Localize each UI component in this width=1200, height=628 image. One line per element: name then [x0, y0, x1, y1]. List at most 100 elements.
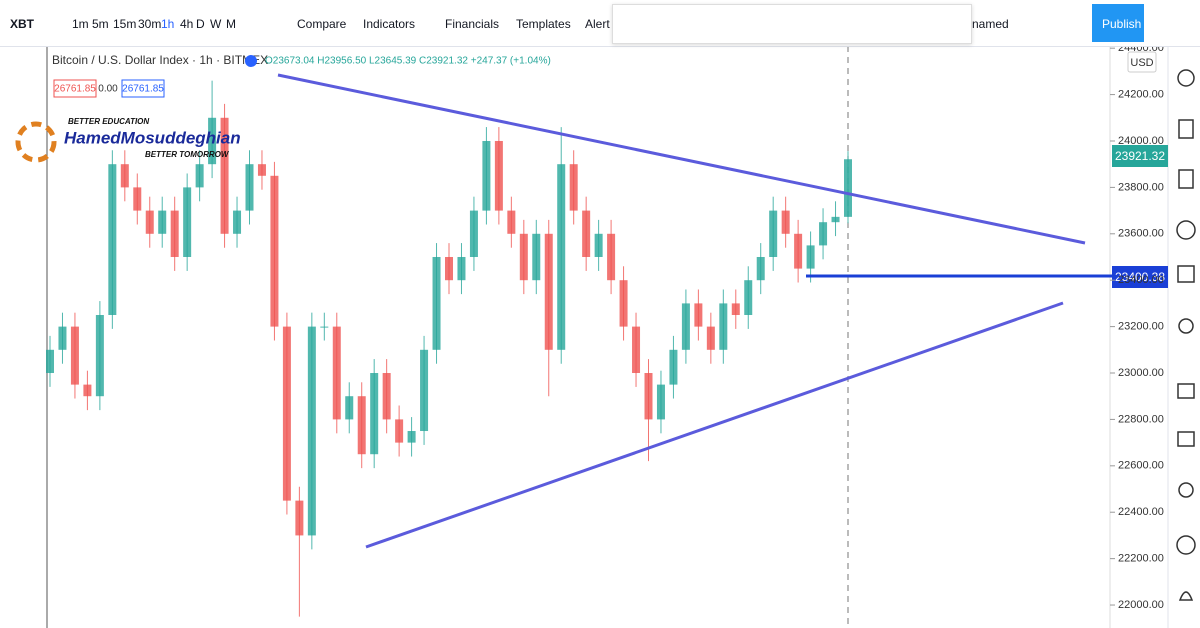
y-tick-label: 23600.00 — [1118, 228, 1164, 240]
icon[interactable] — [1177, 69, 1195, 87]
candle-body — [656, 384, 665, 420]
interval[interactable]: 4h — [180, 17, 194, 31]
value-box — [121, 79, 165, 98]
candle-body — [494, 140, 503, 211]
y-tick-label: 23200.00 — [1118, 321, 1164, 333]
collapse-icon[interactable] — [245, 55, 257, 67]
icon[interactable] — [1176, 220, 1196, 240]
interval[interactable]: 15m — [113, 17, 137, 31]
price-tag: 23400.38 — [1115, 270, 1165, 284]
publish-button[interactable] — [1092, 4, 1144, 42]
candle-body — [108, 164, 117, 316]
button[interactable]: Indicators — [363, 17, 416, 31]
candle-body — [445, 256, 453, 281]
trendline-lower[interactable] — [365, 301, 1064, 549]
button[interactable]: Compare — [297, 17, 347, 31]
publish-label[interactable]: Publish — [1102, 17, 1142, 31]
candle-body — [332, 326, 341, 420]
candle-body — [420, 349, 429, 432]
candle-body — [557, 164, 566, 350]
y-tick-label: 23800.00 — [1118, 181, 1164, 193]
symbol[interactable]: XBT — [10, 17, 34, 31]
candle-body — [133, 187, 142, 211]
icon[interactable] — [1178, 119, 1194, 139]
candle-body — [769, 210, 778, 257]
icon[interactable] — [1178, 591, 1194, 601]
candle-body — [519, 233, 528, 281]
candle-body — [208, 117, 217, 165]
y-tick-label: 24000.00 — [1118, 135, 1164, 147]
watermark-top: BETTER EDUCATION — [68, 117, 149, 126]
interval[interactable]: 1m — [72, 17, 89, 31]
icon[interactable] — [1177, 383, 1195, 399]
value-box-text: 0.00 — [98, 84, 118, 95]
candle-body — [70, 326, 79, 385]
candle-body — [233, 210, 242, 234]
price-tag-bg — [1112, 266, 1168, 288]
y-tick-label: 22400.00 — [1118, 506, 1164, 518]
interval[interactable]: W — [210, 17, 222, 31]
candle-body — [669, 349, 678, 385]
button[interactable]: Alert — [585, 17, 610, 31]
candle-body — [706, 326, 715, 350]
icon[interactable] — [1178, 318, 1194, 334]
candle-body — [357, 396, 366, 455]
candle-body — [83, 384, 92, 397]
candle-body — [731, 303, 740, 316]
top-toolbar: XBT 1m 5m 15m 30m 1h 4h D W M Compare In… — [0, 0, 1200, 47]
candle-body — [794, 233, 803, 269]
candle-body — [170, 210, 179, 257]
candle-body — [582, 210, 591, 257]
interval[interactable]: D — [196, 17, 205, 31]
candle-body — [407, 431, 416, 443]
candle-body — [544, 233, 553, 350]
currency-box[interactable] — [1127, 51, 1157, 73]
watermark-bottom: BETTER TOMORROW — [145, 150, 230, 159]
icon[interactable] — [1177, 431, 1195, 447]
candle-body — [831, 216, 840, 223]
value-box-text: 26761.85 — [54, 84, 96, 95]
candle-body — [594, 233, 603, 257]
candle-body — [532, 233, 541, 281]
candle-body — [270, 175, 279, 327]
y-tick-label: 22800.00 — [1118, 413, 1164, 425]
candle-body — [145, 210, 154, 234]
candle-body — [744, 280, 753, 316]
candle-body — [345, 396, 354, 420]
icon[interactable] — [1178, 482, 1194, 498]
price-tag-bg — [1112, 145, 1168, 167]
candle-body — [781, 210, 790, 234]
candle-body — [806, 245, 815, 269]
candle-body — [482, 140, 491, 211]
watermark-logo — [15, 121, 57, 163]
currency[interactable]: USD — [1130, 57, 1153, 69]
candle-body — [457, 256, 466, 281]
candle-body — [619, 280, 628, 327]
button[interactable]: Financials — [445, 17, 500, 31]
candle-body — [183, 187, 192, 257]
candle-body — [395, 419, 404, 443]
button[interactable]: Templates — [516, 17, 571, 31]
candle-body — [607, 233, 616, 281]
candle-body — [370, 373, 379, 455]
icon[interactable] — [1177, 265, 1195, 283]
candle-body — [245, 164, 254, 211]
legend-ohlc: O23673.04 H23956.50 L23645.39 C23921.32 … — [265, 56, 551, 67]
candle-body — [320, 326, 329, 328]
layout-name[interactable]: named — [972, 17, 1009, 31]
interval[interactable]: M — [226, 17, 236, 31]
trendline-upper[interactable] — [277, 73, 1086, 245]
candle-body — [382, 373, 391, 420]
interval[interactable]: 30m — [138, 17, 162, 31]
interval[interactable]: 1h — [161, 17, 175, 31]
y-tick-label: 22200.00 — [1118, 553, 1164, 565]
candle-body — [632, 326, 641, 374]
drawing-toolbar[interactable] — [612, 4, 972, 44]
y-tick-label: 23400.00 — [1118, 274, 1164, 286]
right-sidebar — [1176, 69, 1196, 601]
interval[interactable]: 5m — [92, 17, 109, 31]
icon[interactable] — [1176, 535, 1196, 555]
candle-body — [756, 256, 765, 281]
icon[interactable] — [1178, 169, 1194, 189]
